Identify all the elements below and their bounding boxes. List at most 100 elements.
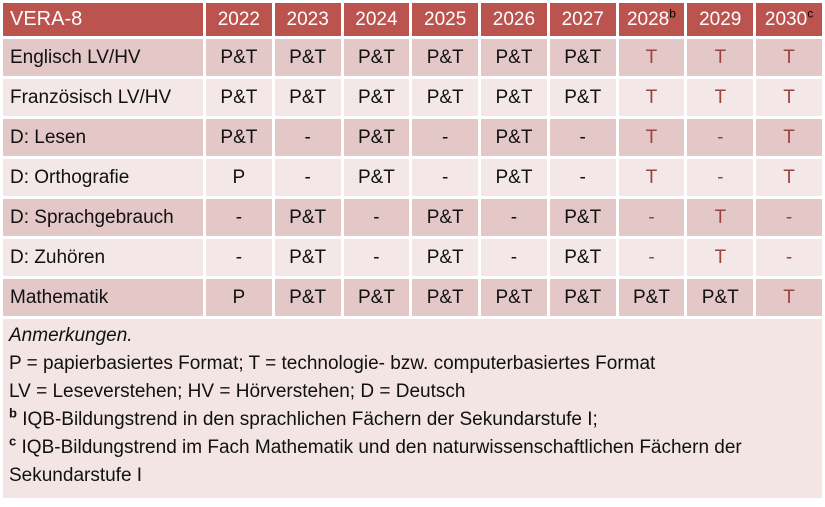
value-cell: - xyxy=(618,199,685,236)
value-cell: T xyxy=(618,79,685,116)
value-cell: P&T xyxy=(481,119,547,156)
value-cell: - xyxy=(481,199,547,236)
year-superscript-c: c xyxy=(807,6,814,21)
value-cell: P&T xyxy=(274,39,341,76)
row-label: Englisch LV/HV xyxy=(3,39,203,76)
note-footnote-b: b IQB-Bildungstrend in den sprachlichen … xyxy=(9,406,814,434)
value-cell: P&T xyxy=(274,279,341,316)
value-cell: P&T xyxy=(412,199,479,236)
value-cell: P&T xyxy=(687,279,754,316)
value-cell: P&T xyxy=(274,79,341,116)
value-cell: P&T xyxy=(274,199,341,236)
value-cell: - xyxy=(412,119,479,156)
value-cell: - xyxy=(687,159,754,196)
table-row: D: Orthografie P - P&T - P&T - T - T xyxy=(3,159,822,196)
value-cell: T xyxy=(756,159,822,196)
value-cell: P&T xyxy=(412,239,479,276)
year-header-2030: 2030c xyxy=(756,3,822,36)
value-cell: P&T xyxy=(481,279,547,316)
year-superscript-b: b xyxy=(669,6,676,21)
footnote-b-marker: b xyxy=(9,405,17,421)
value-cell: T xyxy=(687,79,754,116)
value-cell: P&T xyxy=(412,79,479,116)
value-cell: T xyxy=(687,239,754,276)
value-cell: P xyxy=(206,279,272,316)
value-cell: P&T xyxy=(206,119,272,156)
value-cell: - xyxy=(549,119,616,156)
value-cell: P&T xyxy=(343,39,410,76)
value-cell: P&T xyxy=(343,279,410,316)
value-cell: P&T xyxy=(549,239,616,276)
note-abbreviation-legend: LV = Leseverstehen; HV = Hörverstehen; D… xyxy=(9,381,466,402)
value-cell: - xyxy=(206,199,272,236)
year-header-2024: 2024 xyxy=(343,3,410,36)
value-cell: T xyxy=(756,39,822,76)
notes-heading: Anmerkungen. xyxy=(9,325,133,346)
value-cell: - xyxy=(756,239,822,276)
note-format-legend: P = papierbasiertes Format; T = technolo… xyxy=(9,353,656,374)
value-cell: - xyxy=(687,119,754,156)
value-cell: P&T xyxy=(549,39,616,76)
row-label: D: Sprachgebrauch xyxy=(3,199,203,236)
value-cell: P&T xyxy=(343,159,410,196)
value-cell: T xyxy=(687,39,754,76)
year-header-2027: 2027 xyxy=(549,3,616,36)
note-footnote-c: c IQB-Bildungstrend im Fach Mathematik u… xyxy=(9,434,814,490)
value-cell: T xyxy=(756,279,822,316)
year-header-2028: 2028b xyxy=(618,3,685,36)
value-cell: - xyxy=(274,119,341,156)
value-cell: P&T xyxy=(274,239,341,276)
value-cell: - xyxy=(274,159,341,196)
value-cell: - xyxy=(343,199,410,236)
value-cell: T xyxy=(618,39,685,76)
value-cell: T xyxy=(756,119,822,156)
value-cell: - xyxy=(343,239,410,276)
year-header-2023: 2023 xyxy=(274,3,341,36)
footnote-c-marker: c xyxy=(9,433,17,449)
table-row: D: Lesen P&T - P&T - P&T - T - T xyxy=(3,119,822,156)
table-row: Französisch LV/HV P&T P&T P&T P&T P&T P&T T T T xyxy=(3,79,822,116)
year-header-2029: 2029 xyxy=(687,3,754,36)
value-cell: P&T xyxy=(206,79,272,116)
value-cell: T xyxy=(756,79,822,116)
value-cell: - xyxy=(412,159,479,196)
value-cell: P&T xyxy=(412,39,479,76)
value-cell: P&T xyxy=(481,159,547,196)
row-label: D: Zuhören xyxy=(3,239,203,276)
value-cell: - xyxy=(206,239,272,276)
row-label: Mathematik xyxy=(3,279,203,316)
footnote-b-text: IQB-Bildungstrend in den sprachlichen Fä… xyxy=(22,409,598,430)
row-label: Französisch LV/HV xyxy=(3,79,203,116)
value-cell: P&T xyxy=(618,279,685,316)
vera8-schedule-table: VERA-8 2022 2023 2024 2025 2026 2027 2028b 2029… xyxy=(3,3,822,316)
value-cell: P xyxy=(206,159,272,196)
table-row: D: Sprachgebrauch - P&T - P&T - P&T - T - xyxy=(3,199,822,236)
value-cell: - xyxy=(481,239,547,276)
table-title: VERA-8 xyxy=(3,3,203,36)
value-cell: P&T xyxy=(412,279,479,316)
value-cell: P&T xyxy=(481,79,547,116)
table-row: Englisch LV/HV P&T P&T P&T P&T P&T P&T T T T xyxy=(3,39,822,76)
table-header-row: VERA-8 2022 2023 2024 2025 2026 2027 2028b 2029… xyxy=(3,3,822,36)
value-cell: T xyxy=(687,199,754,236)
footnote-c-text: IQB-Bildungstrend im Fach Mathematik und… xyxy=(9,437,742,486)
year-header-2026: 2026 xyxy=(481,3,547,36)
year-header-2025: 2025 xyxy=(412,3,479,36)
row-label: D: Lesen xyxy=(3,119,203,156)
value-cell: T xyxy=(618,119,685,156)
value-cell: P&T xyxy=(206,39,272,76)
year-header-2022: 2022 xyxy=(206,3,272,36)
table-row: D: Zuhören - P&T - P&T - P&T - T - xyxy=(3,239,822,276)
value-cell: T xyxy=(618,159,685,196)
value-cell: P&T xyxy=(549,279,616,316)
value-cell: P&T xyxy=(481,39,547,76)
value-cell: P&T xyxy=(343,119,410,156)
value-cell: P&T xyxy=(549,79,616,116)
table-row: Mathematik P P&T P&T P&T P&T P&T P&T P&T T xyxy=(3,279,822,316)
value-cell: - xyxy=(756,199,822,236)
value-cell: - xyxy=(549,159,616,196)
value-cell: P&T xyxy=(549,199,616,236)
value-cell: - xyxy=(618,239,685,276)
notes-section: Anmerkungen. P = papierbasiertes Format;… xyxy=(3,319,822,498)
